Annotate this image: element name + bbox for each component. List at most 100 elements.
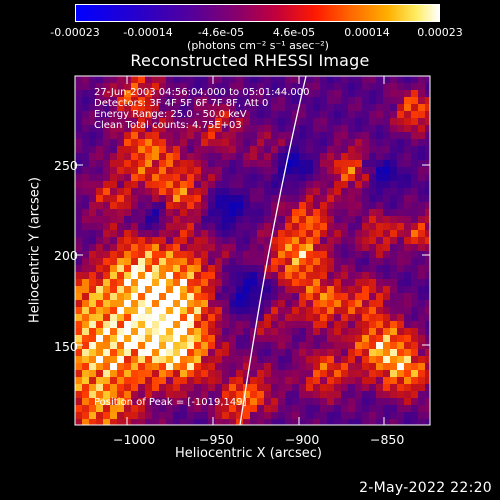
- heatmap-cell: [271, 76, 278, 83]
- heatmap-cell: [236, 118, 243, 125]
- heatmap-cell: [362, 391, 369, 398]
- heatmap-cell: [194, 412, 201, 419]
- heatmap-cell: [89, 97, 96, 104]
- heatmap-cell: [376, 230, 383, 237]
- heatmap-cell: [215, 174, 222, 181]
- heatmap-cell: [236, 342, 243, 349]
- heatmap-cell: [362, 167, 369, 174]
- heatmap-cell: [383, 160, 390, 167]
- heatmap-cell: [264, 307, 271, 314]
- heatmap-cell: [117, 412, 124, 419]
- heatmap-cell: [313, 223, 320, 230]
- heatmap-cell: [425, 265, 430, 272]
- heatmap-cell: [103, 160, 110, 167]
- heatmap-cell: [334, 307, 341, 314]
- heatmap-cell: [411, 279, 418, 286]
- heatmap-cell: [82, 398, 89, 405]
- heatmap-cell: [117, 195, 124, 202]
- heatmap-cell: [348, 328, 355, 335]
- heatmap-cell: [355, 307, 362, 314]
- heatmap-cell: [299, 97, 306, 104]
- heatmap-cell: [355, 209, 362, 216]
- heatmap-cell: [383, 244, 390, 251]
- heatmap-cell: [222, 405, 229, 412]
- heatmap-cell: [89, 160, 96, 167]
- heatmap-cell: [355, 181, 362, 188]
- heatmap-cell: [96, 230, 103, 237]
- heatmap-cell: [229, 188, 236, 195]
- heatmap-cell: [222, 160, 229, 167]
- heatmap-cell: [264, 76, 271, 83]
- heatmap-cell: [159, 335, 166, 342]
- heatmap-cell: [257, 272, 264, 279]
- heatmap-cell: [390, 174, 397, 181]
- heatmap-cell: [397, 258, 404, 265]
- heatmap-cell: [222, 202, 229, 209]
- heatmap-cell: [124, 363, 131, 370]
- heatmap-cell: [271, 83, 278, 90]
- heatmap-cell: [222, 384, 229, 391]
- heatmap-cell: [264, 419, 271, 425]
- heatmap-cell: [89, 202, 96, 209]
- heatmap-cell: [243, 398, 250, 405]
- heatmap-cell: [145, 223, 152, 230]
- heatmap-cell: [397, 377, 404, 384]
- heatmap-cell: [250, 125, 257, 132]
- heatmap-cell: [173, 244, 180, 251]
- heatmap-cell: [131, 216, 138, 223]
- heatmap-cell: [75, 286, 82, 293]
- heatmap-cell: [334, 258, 341, 265]
- heatmap-cell: [250, 223, 257, 230]
- heatmap-cell: [75, 104, 82, 111]
- heatmap-cell: [229, 363, 236, 370]
- heatmap-cell: [166, 237, 173, 244]
- heatmap-cell: [75, 412, 82, 419]
- heatmap-cell: [194, 293, 201, 300]
- heatmap-cell: [96, 111, 103, 118]
- heatmap-cell: [278, 391, 285, 398]
- heatmap-cell: [383, 195, 390, 202]
- heatmap-cell: [180, 279, 187, 286]
- heatmap-cell: [278, 160, 285, 167]
- heatmap-cell: [103, 307, 110, 314]
- heatmap-cell: [411, 356, 418, 363]
- heatmap-cell: [334, 118, 341, 125]
- heatmap-cell: [250, 377, 257, 384]
- heatmap-cell: [89, 321, 96, 328]
- heatmap-cell: [215, 405, 222, 412]
- heatmap-cell: [152, 391, 159, 398]
- heatmap-cell: [187, 342, 194, 349]
- heatmap-cell: [75, 83, 82, 90]
- heatmap-cell: [383, 111, 390, 118]
- heatmap-cell: [159, 195, 166, 202]
- heatmap-cell: [236, 293, 243, 300]
- heatmap-cell: [229, 132, 236, 139]
- heatmap-cell: [229, 342, 236, 349]
- heatmap-cell: [369, 132, 376, 139]
- heatmap-cell: [187, 174, 194, 181]
- heatmap-cell: [124, 349, 131, 356]
- heatmap-cell: [306, 153, 313, 160]
- heatmap-cell: [334, 83, 341, 90]
- heatmap-cell: [390, 251, 397, 258]
- heatmap-cell: [285, 167, 292, 174]
- heatmap-cell: [166, 216, 173, 223]
- heatmap-cell: [152, 230, 159, 237]
- heatmap-cell: [187, 223, 194, 230]
- heatmap-cell: [299, 174, 306, 181]
- heatmap-cell: [117, 356, 124, 363]
- heatmap-cell: [131, 279, 138, 286]
- heatmap-cell: [313, 363, 320, 370]
- heatmap-cell: [89, 195, 96, 202]
- heatmap-cell: [236, 412, 243, 419]
- heatmap-cell: [369, 384, 376, 391]
- heatmap-cell: [75, 76, 82, 83]
- heatmap-cell: [376, 279, 383, 286]
- heatmap-cell: [376, 412, 383, 419]
- heatmap-cell: [425, 90, 430, 97]
- heatmap-cell: [236, 174, 243, 181]
- heatmap-cell: [327, 391, 334, 398]
- heatmap-cell: [320, 174, 327, 181]
- heatmap-cell: [278, 307, 285, 314]
- heatmap-cell: [215, 314, 222, 321]
